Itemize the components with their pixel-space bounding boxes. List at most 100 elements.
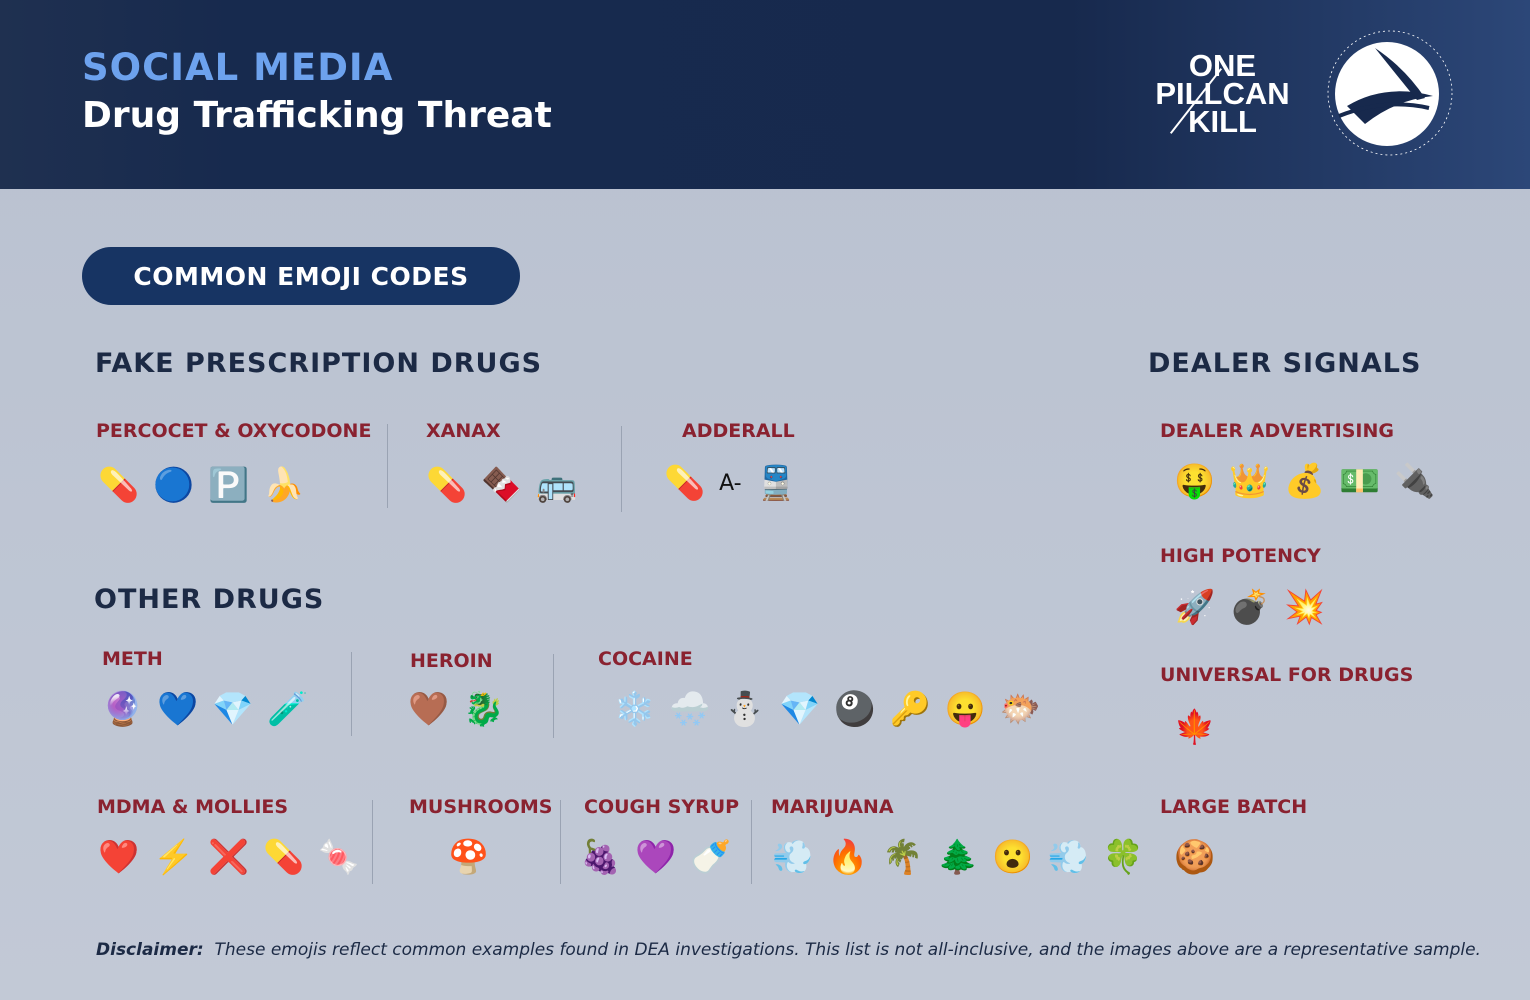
emoji-icon: 💜 xyxy=(635,838,677,877)
emoji-icon: ❄️ xyxy=(614,690,656,729)
emoji-icon: 🍇 xyxy=(580,838,622,877)
divider xyxy=(372,800,373,884)
category-label-mdma: MDMA & MOLLIES xyxy=(97,796,289,818)
section-dealer-signals: DEALER SIGNALS xyxy=(1148,348,1422,379)
emoji-icon: 🤎 xyxy=(408,690,450,729)
emoji-icon: 🍪 xyxy=(1174,838,1216,877)
divider xyxy=(751,800,752,884)
emoji-icon: 🔵 xyxy=(153,466,195,505)
emoji-icon: 🍬 xyxy=(318,838,360,877)
emoji-icon: 💣 xyxy=(1229,588,1271,627)
emoji-icon: 💊 xyxy=(263,838,305,877)
emoji-row-mdma: ❤️ ⚡ ❌ 💊 🍬 xyxy=(98,838,359,878)
emoji-icon: 💎 xyxy=(779,690,821,729)
category-label-cocaine: COCAINE xyxy=(598,648,693,670)
emoji-icon: 🔌 xyxy=(1394,462,1436,501)
category-label-high-potency: HIGH POTENCY xyxy=(1160,545,1321,567)
emoji-row-percocet: 💊 🔵 🅿️ 🍌 xyxy=(98,466,304,506)
page-title: SOCIAL MEDIA xyxy=(82,46,394,89)
emoji-icon: 🍀 xyxy=(1102,838,1144,877)
divider xyxy=(560,800,561,884)
category-label-xanax: XANAX xyxy=(426,420,501,442)
emoji-icon: 🐉 xyxy=(463,690,505,729)
divider xyxy=(387,424,388,508)
emoji-icon: 🌲 xyxy=(937,838,979,877)
category-label-large-batch: LARGE BATCH xyxy=(1160,796,1308,818)
emoji-icon: ⚡ xyxy=(153,838,195,877)
emoji-icon: 🅿️ xyxy=(208,466,250,505)
emoji-icon: 🐡 xyxy=(999,690,1041,729)
emoji-icon: 💊 xyxy=(664,464,706,503)
emoji-icon: 💎 xyxy=(212,690,254,729)
divider xyxy=(553,654,554,738)
emoji-icon: 🔥 xyxy=(827,838,869,877)
emoji-row-universal: 🍁 xyxy=(1174,708,1215,748)
one-pill-can-kill-logo: ONE PILLCAN KILL xyxy=(1150,48,1295,139)
divider xyxy=(621,426,622,512)
page-subtitle: Drug Trafficking Threat xyxy=(82,95,552,136)
category-label-adderall: ADDERALL xyxy=(682,420,795,442)
emoji-icon: 🚆 xyxy=(755,464,797,503)
category-label-meth: METH xyxy=(102,648,163,670)
emoji-icon: 🤑 xyxy=(1174,462,1216,501)
emoji-row-cocaine: ❄️ 🌨️ ⛄ 💎 🎱 🔑 😛 🐡 xyxy=(614,690,1041,730)
section-fake-prescription-drugs: FAKE PRESCRIPTION DRUGS xyxy=(95,348,543,379)
emoji-row-high-potency: 🚀 💣 💥 xyxy=(1174,588,1325,628)
category-label-marijuana: MARIJUANA xyxy=(771,796,894,818)
category-label-mushrooms: MUSHROOMS xyxy=(409,796,553,818)
category-label-heroin: HEROIN xyxy=(410,650,493,672)
emoji-icon: ❤️ xyxy=(98,838,140,877)
emoji-icon: 💨 xyxy=(772,838,814,877)
emoji-row-meth: 🔮 💙 💎 🧪 xyxy=(102,690,308,730)
emoji-row-mushrooms: 🍄 xyxy=(448,838,489,878)
emoji-row-heroin: 🤎 🐉 xyxy=(408,690,504,730)
section-other-drugs: OTHER DRUGS xyxy=(94,584,325,615)
emoji-icon: 💙 xyxy=(157,690,199,729)
emoji-row-cough-syrup: 🍇 💜 🍼 xyxy=(580,838,731,878)
emoji-icon: 😮 xyxy=(992,838,1034,877)
emoji-icon: 💥 xyxy=(1284,588,1326,627)
emoji-icon: 🍄 xyxy=(448,838,490,877)
dea-seal-logo xyxy=(1327,30,1453,156)
emoji-icon: ❌ xyxy=(208,838,250,877)
emoji-icon: 💰 xyxy=(1284,462,1326,501)
emoji-icon: 🚌 xyxy=(536,466,578,505)
emoji-icon: 🍁 xyxy=(1174,708,1216,747)
emoji-icon: 🍼 xyxy=(690,838,732,877)
emoji-icon: 💨 xyxy=(1047,838,1089,877)
logo-line: KILL xyxy=(1188,104,1257,139)
emoji-icon: 🍌 xyxy=(263,466,305,505)
emoji-icon: 🍫 xyxy=(481,466,523,505)
emoji-icon: 😛 xyxy=(944,690,986,729)
emoji-icon: 🚀 xyxy=(1174,588,1216,627)
emoji-icon: 👑 xyxy=(1229,462,1271,501)
emoji-icon: 🔑 xyxy=(889,690,931,729)
disclaimer-text: These emojis reflect common examples fou… xyxy=(214,940,1481,960)
emoji-icon: 🎱 xyxy=(834,690,876,729)
emoji-row-marijuana: 💨 🔥 🌴 🌲 😮 💨 🍀 xyxy=(772,838,1144,878)
divider xyxy=(351,652,352,736)
category-label-universal: UNIVERSAL FOR DRUGS xyxy=(1160,664,1414,686)
emoji-row-large-batch: 🍪 xyxy=(1174,838,1215,878)
emoji-icon: 💊 xyxy=(426,466,468,505)
logo-line: PILLCAN xyxy=(1155,76,1290,111)
emoji-icon: ⛄ xyxy=(724,690,766,729)
emoji-icon: A- xyxy=(719,471,742,496)
emoji-icon: 💵 xyxy=(1339,462,1381,501)
logo-line: ONE xyxy=(1188,48,1257,83)
disclaimer: Disclaimer: These emojis reflect common … xyxy=(96,940,1481,960)
common-emoji-codes-badge: COMMON EMOJI CODES xyxy=(82,247,520,305)
header-banner: SOCIAL MEDIA Drug Trafficking Threat ONE… xyxy=(0,0,1530,189)
emoji-row-xanax: 💊 🍫 🚌 xyxy=(426,466,577,506)
category-label-cough-syrup: COUGH SYRUP xyxy=(584,796,740,818)
emoji-row-dealer-advertising: 🤑 👑 💰 💵 🔌 xyxy=(1174,462,1435,502)
emoji-icon: 🔮 xyxy=(102,690,144,729)
emoji-icon: 🌴 xyxy=(882,838,924,877)
emoji-icon: 🧪 xyxy=(267,690,309,729)
emoji-row-adderall: 💊 A- 🚆 xyxy=(664,464,797,504)
category-label-percocet: PERCOCET & OXYCODONE xyxy=(96,420,372,442)
emoji-icon: 🌨️ xyxy=(669,690,711,729)
disclaimer-label: Disclaimer: xyxy=(96,940,204,960)
emoji-icon: 💊 xyxy=(98,466,140,505)
category-label-dealer-advertising: DEALER ADVERTISING xyxy=(1160,420,1395,442)
